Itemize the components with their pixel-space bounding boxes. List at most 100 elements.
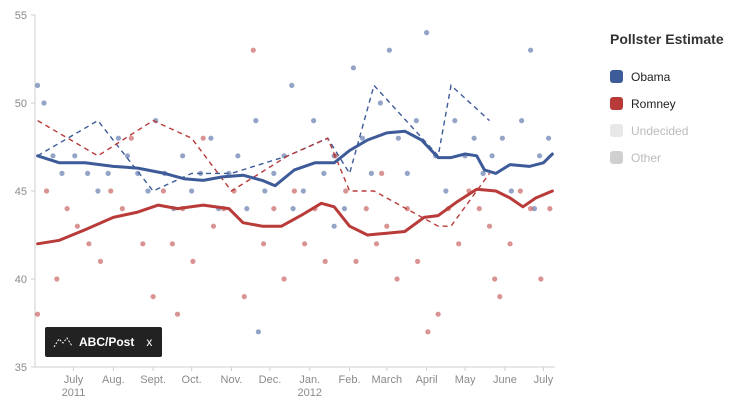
- romney-abc-post-line: [37, 119, 491, 227]
- romney-poll-dot: [150, 294, 156, 300]
- undecided-swatch: [610, 124, 623, 137]
- x-tick-label: April: [416, 374, 438, 386]
- obama-poll-dot: [34, 82, 41, 88]
- legend-item-obama[interactable]: Obama: [610, 63, 745, 90]
- scatter-trend-icon: [53, 337, 73, 348]
- romney-poll-dot: [74, 223, 80, 229]
- romney-poll-dot: [160, 188, 166, 194]
- romney-poll-dot: [200, 135, 206, 141]
- legend: Pollster Estimate Obama Romney Undecided…: [610, 31, 745, 171]
- romney-poll-dot: [476, 206, 482, 212]
- x-tick-label: July: [64, 374, 84, 386]
- romney-poll-dot: [373, 241, 380, 247]
- x-tick-label: May: [455, 374, 476, 386]
- obama-poll-dot: [289, 82, 295, 88]
- romney-poll-dot: [54, 276, 60, 282]
- obama-poll-dot: [528, 47, 534, 53]
- legend-label: Romney: [631, 96, 676, 111]
- obama-poll-dot: [244, 206, 250, 212]
- obama-trend-line: [36, 129, 554, 188]
- y-tick-label: 35: [15, 362, 27, 374]
- obama-poll-dot: [499, 135, 505, 141]
- romney-poll-dot: [394, 276, 400, 282]
- romney-poll-dot: [404, 206, 410, 212]
- romney-poll-dot: [281, 276, 287, 282]
- obama-poll-dot: [300, 188, 306, 194]
- romney-poll-dot: [492, 276, 498, 282]
- romney-poll-dot: [34, 311, 41, 317]
- obama-poll-dot: [321, 170, 327, 176]
- obama-poll-dot: [452, 118, 458, 124]
- romney-poll-dot: [108, 188, 114, 194]
- obama-poll-dot: [508, 188, 514, 194]
- obama-poll-dot: [368, 170, 374, 176]
- close-icon[interactable]: x: [146, 335, 153, 349]
- romney-poll-dot: [435, 311, 441, 317]
- romney-poll-dot: [486, 223, 493, 229]
- obama-poll-dot: [350, 65, 357, 71]
- romney-poll-dot: [271, 206, 277, 212]
- obama-poll-dot: [105, 170, 111, 176]
- obama-poll-dot: [424, 29, 430, 36]
- y-tick-label: 40: [15, 274, 27, 286]
- pollster-dashed-lines: [37, 83, 491, 227]
- legend-title: Pollster Estimate: [610, 31, 724, 47]
- romney-poll-dot: [260, 241, 267, 247]
- obama-poll-dot: [545, 135, 552, 141]
- x-tick-sublabel: 2011: [62, 387, 86, 399]
- obama-poll-dot: [290, 206, 296, 212]
- legend-label: Undecided: [631, 123, 689, 138]
- x-tick-label: Nov.: [221, 374, 243, 386]
- romney-poll-dot: [379, 170, 385, 176]
- romney-poll-dot: [241, 294, 247, 300]
- obama-poll-dot: [72, 153, 78, 159]
- romney-poll-dot: [140, 241, 146, 247]
- tooltip-label: ABC/Post: [79, 335, 135, 349]
- x-tick-label: Sept.: [140, 374, 166, 386]
- x-tick-label: Feb.: [339, 374, 361, 386]
- obama-poll-dot: [531, 206, 538, 212]
- romney-poll-dot: [43, 188, 50, 194]
- y-tick-label: 45: [15, 186, 27, 198]
- other-swatch: [610, 151, 623, 164]
- obama-poll-dot: [145, 188, 151, 194]
- obama-poll-dot: [377, 100, 383, 106]
- romney-trend-line: [36, 187, 554, 246]
- obama-poll-dot: [489, 153, 495, 159]
- x-tick-label: March: [372, 374, 403, 386]
- romney-swatch: [610, 97, 623, 110]
- romney-poll-dot: [497, 294, 503, 300]
- romney-poll-dot: [538, 276, 544, 282]
- obama-poll-dot: [519, 118, 525, 124]
- romney-poll-dot: [415, 258, 421, 264]
- obama-poll-dot: [311, 118, 317, 124]
- romney-poll-dot: [547, 206, 553, 212]
- romney-poll-dot: [353, 258, 359, 264]
- obama-poll-dot: [359, 135, 366, 141]
- trend-lines: [36, 129, 554, 246]
- legend-item-undecided[interactable]: Undecided: [610, 117, 745, 144]
- romney-poll-dot: [86, 241, 92, 247]
- romney-poll-dot: [291, 188, 297, 194]
- obama-swatch: [610, 70, 623, 83]
- obama-poll-dot: [404, 170, 410, 176]
- legend-item-other[interactable]: Other: [610, 144, 745, 171]
- obama-poll-dot: [50, 153, 56, 159]
- obama-poll-dot: [235, 153, 241, 159]
- pollster-tooltip: ABC/Post x: [45, 327, 163, 357]
- romney-poll-dot: [210, 223, 217, 229]
- legend-item-romney[interactable]: Romney: [610, 90, 745, 117]
- x-tick-label: July: [534, 374, 554, 386]
- x-tick-label: June: [493, 374, 517, 386]
- romney-poll-dot: [425, 329, 431, 335]
- romney-poll-dot: [250, 47, 256, 53]
- obama-poll-dot: [471, 135, 477, 141]
- x-tick-label: Dec.: [259, 374, 282, 386]
- obama-poll-dot: [124, 153, 131, 159]
- x-tick-label: Jan.: [299, 374, 320, 386]
- obama-poll-dot: [271, 170, 277, 176]
- obama-poll-dot: [253, 118, 259, 124]
- obama-poll-dot: [331, 223, 337, 229]
